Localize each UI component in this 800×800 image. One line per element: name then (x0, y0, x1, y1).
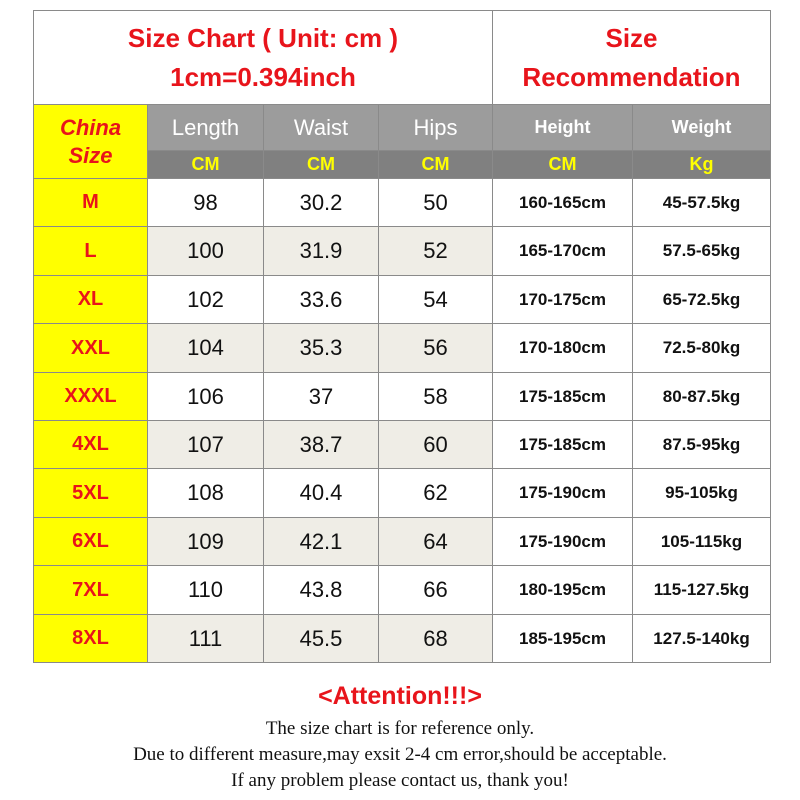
unit: CM (378, 150, 493, 179)
table-cell: 40.4 (263, 468, 379, 518)
table-cell: 72.5-80kg (632, 323, 771, 373)
table-cell: 107 (147, 420, 264, 469)
column-header: China Size (33, 104, 148, 179)
unit: Kg (632, 150, 771, 179)
table-cell: 57.5-65kg (632, 226, 771, 276)
table-cell: 60 (378, 420, 493, 469)
table-cell: 43.8 (263, 565, 379, 615)
recommendation-cell: Size Recommendation (492, 10, 771, 105)
table-cell: 170-175cm (492, 275, 633, 324)
table-cell: 66 (378, 565, 493, 615)
table-cell: 175-190cm (492, 517, 633, 566)
table-cell: 98 (147, 178, 264, 227)
table-cell: 180-195cm (492, 565, 633, 615)
table-cell: 175-185cm (492, 372, 633, 421)
table-cell: 109 (147, 517, 264, 566)
table-cell: XL (33, 275, 148, 324)
unit: CM (492, 150, 633, 179)
title-line: 1cm=0.394inch (170, 61, 356, 92)
table-cell: 45.5 (263, 614, 379, 663)
table-cell: 102 (147, 275, 264, 324)
title-cell: Size Chart ( Unit: cm ) 1cm=0.394inch (33, 10, 493, 105)
table-cell: 104 (147, 323, 264, 373)
table-cell: 170-180cm (492, 323, 633, 373)
attention-title: <Attention!!!> (318, 682, 482, 710)
table-cell: 165-170cm (492, 226, 633, 276)
table-cell: 58 (378, 372, 493, 421)
table-cell: 31.9 (263, 226, 379, 276)
table-cell: 65-72.5kg (632, 275, 771, 324)
table-cell: 175-190cm (492, 468, 633, 518)
table-cell: 4XL (33, 420, 148, 469)
table-cell: 6XL (33, 517, 148, 566)
table-cell: 7XL (33, 565, 148, 615)
attention-line: The size chart is for reference only. (265, 718, 535, 739)
attention-line: Due to different measure,may exsit 2-4 c… (133, 744, 667, 765)
title-line: Size Chart ( Unit: cm ) (127, 23, 399, 53)
table-cell: 50 (378, 178, 493, 227)
table-cell: 110 (147, 565, 264, 615)
table-cell: 100 (147, 226, 264, 276)
table-cell: 111 (147, 614, 264, 663)
table-cell: 160-165cm (492, 178, 633, 227)
unit: CM (263, 150, 379, 179)
table-cell: 56 (378, 323, 493, 373)
table-cell: 30.2 (263, 178, 379, 227)
table-cell: M (33, 178, 148, 227)
table-cell: 54 (378, 275, 493, 324)
table-cell: 38.7 (263, 420, 379, 469)
table-cell: 185-195cm (492, 614, 633, 663)
table-cell: 127.5-140kg (632, 614, 771, 663)
table-cell: XXXL (33, 372, 148, 421)
column-header: Length (147, 104, 264, 151)
table-cell: 106 (147, 372, 264, 421)
table-cell: 115-127.5kg (632, 565, 771, 615)
recommendation-line: Recommendation (522, 61, 741, 92)
table-cell: 95-105kg (632, 468, 771, 518)
table-cell: 42.1 (263, 517, 379, 566)
column-header: Height (492, 104, 633, 151)
table-cell: 87.5-95kg (632, 420, 771, 469)
table-cell: 5XL (33, 468, 148, 518)
table-cell: 37 (263, 372, 379, 421)
unit: CM (147, 150, 264, 179)
recommendation-line: Size (605, 23, 658, 53)
table-cell: 175-185cm (492, 420, 633, 469)
table-cell: 35.3 (263, 323, 379, 373)
table-cell: XXL (33, 323, 148, 373)
table-cell: L (33, 226, 148, 276)
column-header: Hips (378, 104, 493, 151)
table-cell: 68 (378, 614, 493, 663)
table-cell: 108 (147, 468, 264, 518)
table-cell: 8XL (33, 614, 148, 663)
attention-line: If any problem please contact us, thank … (231, 770, 569, 791)
table-cell: 80-87.5kg (632, 372, 771, 421)
table-cell: 64 (378, 517, 493, 566)
table-cell: 52 (378, 226, 493, 276)
table-cell: 105-115kg (632, 517, 771, 566)
table-cell: 45-57.5kg (632, 178, 771, 227)
column-header: Weight (632, 104, 771, 151)
table-cell: 62 (378, 468, 493, 518)
table-cell: 33.6 (263, 275, 379, 324)
column-header: Waist (263, 104, 379, 151)
